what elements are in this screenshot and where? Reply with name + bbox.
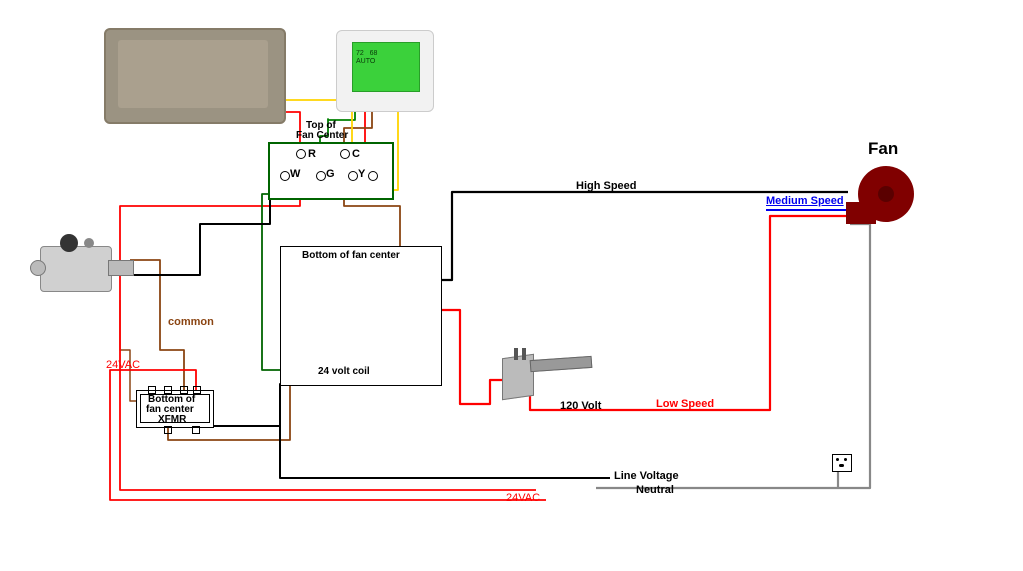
neutral-label: Neutral [636, 484, 674, 496]
line-voltage-label: Line Voltage [614, 470, 679, 482]
coil-24v-label: 24 volt coil [318, 366, 370, 377]
fan-center-bottom-label: Bottom of fan center [302, 250, 400, 261]
xfmr-term [164, 386, 172, 394]
term-screw [316, 171, 326, 181]
term-w-label: W [290, 168, 300, 180]
top-fan-center-label-2: Fan Center [296, 130, 348, 141]
xfmr-term [164, 426, 172, 434]
term-screw [340, 149, 350, 159]
term-c-label: C [352, 148, 360, 160]
wiring-diagram: 72 68AUTO Top of Fan Center R C W G Y Bo… [0, 0, 1023, 571]
xfmr-term [193, 386, 201, 394]
term-y-label: Y [358, 168, 365, 180]
v120-label: 120 Volt [560, 400, 601, 412]
xfmr-term [192, 426, 200, 434]
gas-valve [30, 234, 132, 304]
vac24-label-2: 24VAC [506, 492, 540, 504]
high-speed-label: High Speed [576, 180, 637, 192]
thermostat-screen-text: 72 68AUTO [356, 50, 414, 66]
term-r-label: R [308, 148, 316, 160]
xfmr-term [180, 386, 188, 394]
panel-inner [118, 40, 268, 108]
term-g-label: G [326, 168, 335, 180]
term-screw [296, 149, 306, 159]
fan-blower [848, 166, 920, 228]
common-label: common [168, 316, 214, 328]
fan-center-bottom [280, 246, 442, 386]
medium-speed-label: Medium Speed [766, 195, 844, 207]
outlet-icon [832, 454, 852, 472]
vac24-label-1: 24VAC [106, 359, 140, 371]
low-speed-label: Low Speed [656, 398, 714, 410]
limit-probe [502, 348, 602, 398]
xfmr-term [148, 386, 156, 394]
fan-title: Fan [868, 139, 898, 159]
xfmr-label-3: XFMR [158, 414, 186, 425]
term-screw [368, 171, 378, 181]
term-screw [280, 171, 290, 181]
term-screw [348, 171, 358, 181]
